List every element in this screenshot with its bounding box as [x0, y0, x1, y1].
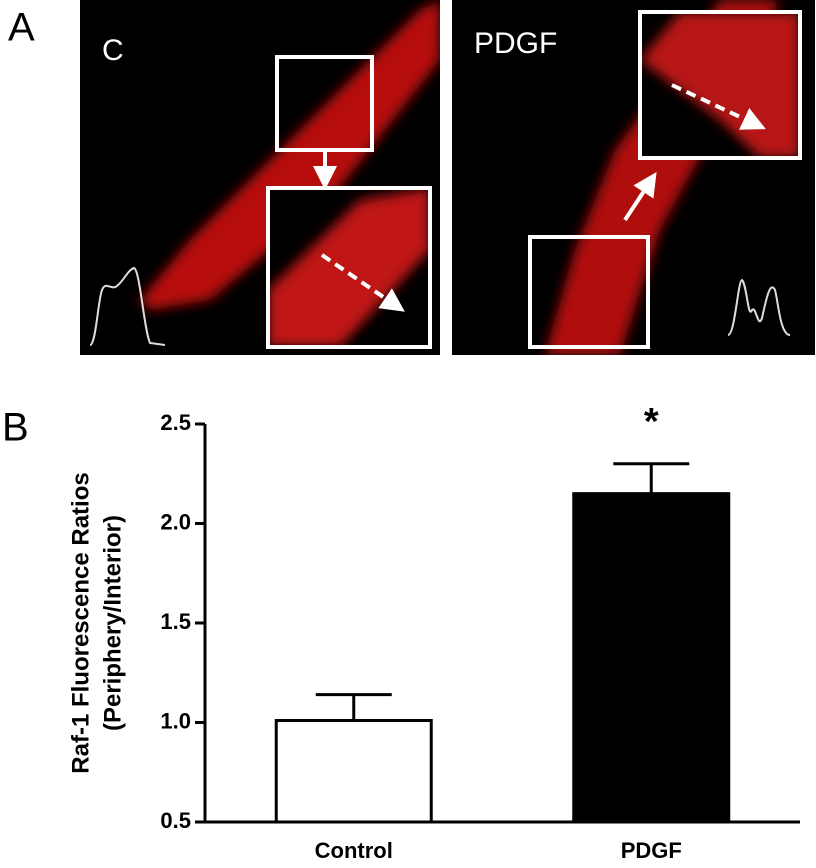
y-tick-label: 2.0 [160, 509, 191, 534]
x-tick-label: Control [315, 838, 393, 863]
y-tick-label: 2.5 [160, 410, 191, 435]
significance-marker: * [644, 401, 659, 443]
y-tick-label: 1.0 [160, 708, 191, 733]
panel-label: A [8, 6, 35, 50]
y-tick-label: 1.5 [160, 609, 191, 634]
y-axis-label: Raf-1 Fluorescence Ratios [67, 472, 94, 773]
image-label: PDGF [474, 27, 557, 60]
bar [572, 492, 731, 824]
panel-label: B [2, 406, 29, 450]
y-tick-label: 0.5 [160, 808, 191, 833]
y-axis-label: (Periphery/Interior) [99, 515, 126, 731]
bar [274, 719, 433, 824]
image-label: C [102, 34, 124, 67]
micrograph-control: C [80, 0, 440, 355]
micrograph-pdgf: PDGF [452, 0, 815, 355]
x-tick-label: PDGF [621, 838, 682, 863]
